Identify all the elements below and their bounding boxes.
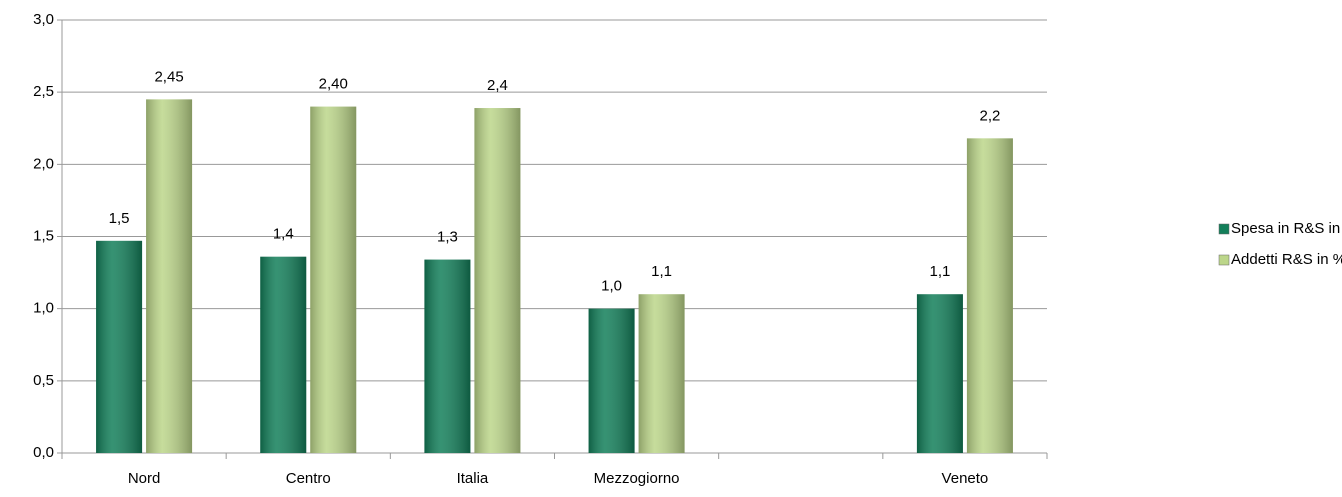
value-label: 1,1 bbox=[651, 263, 672, 280]
y-tick-label: 1,0 bbox=[33, 300, 54, 317]
legend-label: Spesa in R&S in % del PIL bbox=[1231, 220, 1342, 237]
bar bbox=[424, 259, 471, 453]
legend-swatch bbox=[1218, 223, 1230, 235]
bar bbox=[310, 106, 357, 453]
y-tick-label: 2,5 bbox=[33, 83, 54, 100]
bar bbox=[638, 294, 685, 453]
value-label: 1,1 bbox=[929, 263, 950, 280]
legend-label: Addetti R&S in % del totale bbox=[1231, 251, 1342, 268]
value-label: 1,4 bbox=[273, 226, 294, 243]
value-label: 2,4 bbox=[487, 77, 508, 94]
value-label: 2,40 bbox=[319, 76, 348, 93]
value-label: 1,0 bbox=[601, 278, 622, 295]
bar bbox=[966, 138, 1013, 453]
bar bbox=[260, 256, 307, 453]
bar bbox=[588, 308, 635, 453]
bar bbox=[146, 99, 193, 453]
x-tick-label: Veneto bbox=[942, 470, 989, 487]
x-tick-label: Mezzogiorno bbox=[594, 470, 680, 487]
value-label: 1,3 bbox=[437, 229, 458, 246]
x-tick-label: Italia bbox=[457, 470, 489, 487]
bar bbox=[474, 108, 521, 453]
x-tick-label: Nord bbox=[128, 470, 161, 487]
x-tick-label: Centro bbox=[286, 470, 331, 487]
bar bbox=[96, 240, 143, 453]
y-tick-label: 0,0 bbox=[33, 444, 54, 461]
y-tick-label: 0,5 bbox=[33, 372, 54, 389]
value-label: 2,45 bbox=[154, 68, 183, 85]
value-label: 2,2 bbox=[979, 107, 1000, 124]
bar bbox=[916, 294, 963, 453]
y-tick-label: 3,0 bbox=[33, 11, 54, 28]
y-tick-label: 2,0 bbox=[33, 155, 54, 172]
y-tick-label: 1,5 bbox=[33, 227, 54, 244]
value-label: 1,5 bbox=[109, 210, 130, 227]
legend-swatch bbox=[1218, 254, 1230, 266]
